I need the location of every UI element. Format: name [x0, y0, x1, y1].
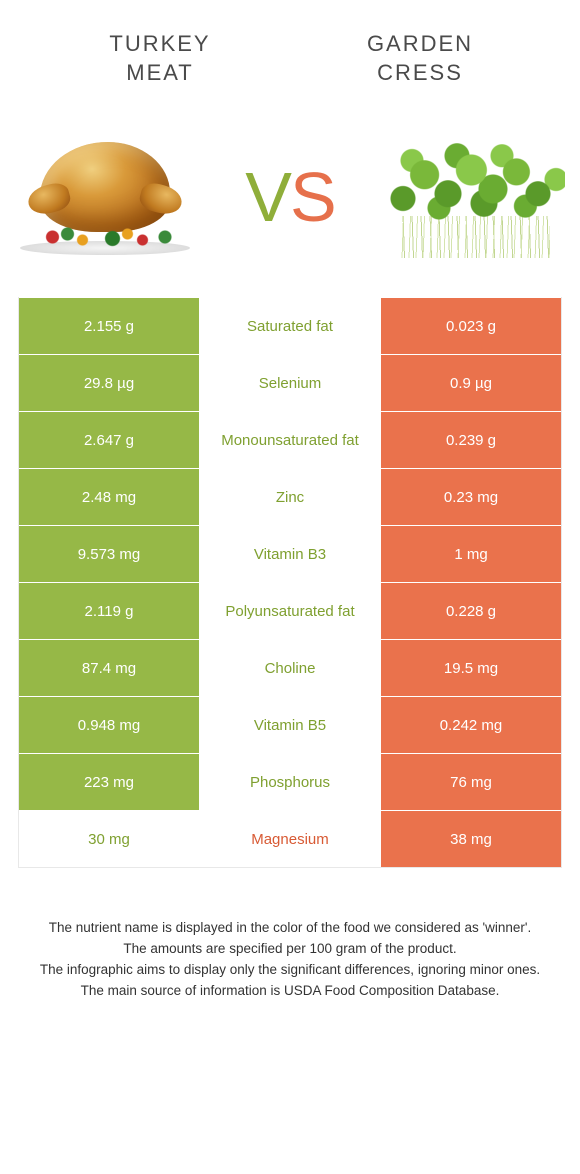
footer-line: The amounts are specified per 100 gram o…: [20, 939, 560, 960]
hero-row: VS: [0, 107, 580, 297]
nutrient-row: 2.647 gMonounsaturated fat0.239 g: [19, 411, 561, 468]
right-value-cell: 76 mg: [381, 754, 561, 810]
nutrient-row: 87.4 mgCholine19.5 mg: [19, 639, 561, 696]
nutrient-label-cell: Vitamin B3: [199, 526, 381, 582]
nutrient-row: 9.573 mgVitamin B31 mg: [19, 525, 561, 582]
nutrient-row: 2.48 mgZinc0.23 mg: [19, 468, 561, 525]
nutrient-label-cell: Polyunsaturated fat: [199, 583, 381, 639]
right-value-cell: 38 mg: [381, 811, 561, 867]
left-title-line2: MEAT: [126, 60, 193, 85]
left-value-cell: 223 mg: [19, 754, 199, 810]
cress-image: [380, 127, 570, 267]
nutrient-label-cell: Saturated fat: [199, 298, 381, 354]
vs-label: VS: [245, 157, 334, 237]
right-title-line2: CRESS: [377, 60, 463, 85]
titles-row: TURKEY MEAT GARDEN CRESS: [0, 0, 580, 107]
left-value-cell: 30 mg: [19, 811, 199, 867]
nutrient-label-cell: Magnesium: [199, 811, 381, 867]
left-value-cell: 2.155 g: [19, 298, 199, 354]
left-food-title: TURKEY MEAT: [60, 30, 260, 87]
nutrient-row: 223 mgPhosphorus76 mg: [19, 753, 561, 810]
right-value-cell: 0.9 µg: [381, 355, 561, 411]
nutrient-table: 2.155 gSaturated fat0.023 g29.8 µgSeleni…: [18, 297, 562, 868]
nutrient-label-cell: Zinc: [199, 469, 381, 525]
vs-s: S: [290, 157, 335, 237]
left-value-cell: 87.4 mg: [19, 640, 199, 696]
left-value-cell: 29.8 µg: [19, 355, 199, 411]
left-title-line1: TURKEY: [109, 31, 210, 56]
nutrient-row: 29.8 µgSelenium0.9 µg: [19, 354, 561, 411]
footer-line: The main source of information is USDA F…: [20, 981, 560, 1002]
left-value-cell: 2.119 g: [19, 583, 199, 639]
right-value-cell: 0.023 g: [381, 298, 561, 354]
nutrient-label-cell: Phosphorus: [199, 754, 381, 810]
right-value-cell: 0.242 mg: [381, 697, 561, 753]
vs-v: V: [245, 157, 290, 237]
turkey-image: [10, 127, 200, 267]
nutrient-label-cell: Vitamin B5: [199, 697, 381, 753]
left-value-cell: 2.647 g: [19, 412, 199, 468]
left-value-cell: 0.948 mg: [19, 697, 199, 753]
nutrient-label-cell: Choline: [199, 640, 381, 696]
right-food-title: GARDEN CRESS: [320, 30, 520, 87]
left-value-cell: 2.48 mg: [19, 469, 199, 525]
nutrient-row: 0.948 mgVitamin B50.242 mg: [19, 696, 561, 753]
right-value-cell: 19.5 mg: [381, 640, 561, 696]
right-title-line1: GARDEN: [367, 31, 473, 56]
footer-line: The nutrient name is displayed in the co…: [20, 918, 560, 939]
nutrient-row: 2.155 gSaturated fat0.023 g: [19, 297, 561, 354]
left-value-cell: 9.573 mg: [19, 526, 199, 582]
footer-notes: The nutrient name is displayed in the co…: [20, 918, 560, 1002]
footer-line: The infographic aims to display only the…: [20, 960, 560, 981]
nutrient-label-cell: Monounsaturated fat: [199, 412, 381, 468]
right-value-cell: 0.23 mg: [381, 469, 561, 525]
nutrient-row: 30 mgMagnesium38 mg: [19, 810, 561, 867]
right-value-cell: 0.239 g: [381, 412, 561, 468]
right-value-cell: 0.228 g: [381, 583, 561, 639]
nutrient-label-cell: Selenium: [199, 355, 381, 411]
nutrient-row: 2.119 gPolyunsaturated fat0.228 g: [19, 582, 561, 639]
right-value-cell: 1 mg: [381, 526, 561, 582]
